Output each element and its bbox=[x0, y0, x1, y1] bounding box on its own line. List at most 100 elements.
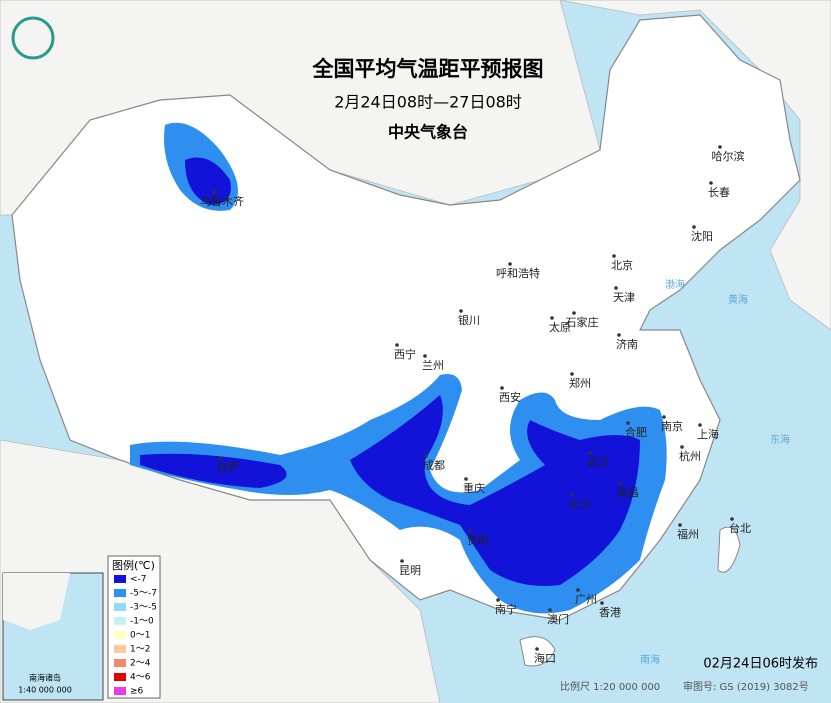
issued-time: 02月24日06时发布 bbox=[703, 656, 818, 672]
city-label: 呼和浩特 bbox=[496, 266, 540, 280]
city-label: 石家庄 bbox=[566, 315, 599, 329]
city-label: 沈阳 bbox=[691, 229, 713, 243]
city-dot bbox=[400, 559, 404, 563]
city-label: 合肥 bbox=[625, 425, 647, 439]
legend-swatch bbox=[114, 631, 126, 639]
city-dot bbox=[395, 343, 399, 347]
city-dot bbox=[468, 529, 472, 533]
inset-scale: 1:40 000 000 bbox=[18, 686, 72, 695]
city-label: 兰州 bbox=[422, 359, 444, 372]
city-dot bbox=[600, 601, 604, 605]
city-label: 西宁 bbox=[394, 347, 416, 361]
city-dot bbox=[570, 493, 574, 497]
inset-land bbox=[3, 573, 70, 630]
anomaly-area bbox=[140, 395, 640, 586]
city-label: 海口 bbox=[534, 651, 556, 665]
city-label: 成都 bbox=[423, 459, 445, 472]
city-dot bbox=[570, 372, 574, 376]
inset: 南海诸岛 1:40 000 000 bbox=[2, 572, 104, 701]
legend-swatch bbox=[114, 673, 126, 681]
city-dot bbox=[692, 225, 696, 229]
legend-swatch bbox=[114, 617, 126, 625]
title: 全国平均气温距平预报图 bbox=[312, 57, 544, 81]
logo bbox=[11, 16, 55, 60]
legend-swatch bbox=[114, 575, 126, 583]
legend-label: ≥6 bbox=[130, 687, 144, 697]
city-dot bbox=[588, 451, 592, 455]
city-dot bbox=[218, 456, 222, 460]
city-dot bbox=[680, 445, 684, 449]
legend-label: 0～1 bbox=[130, 631, 150, 641]
city-dot bbox=[617, 333, 621, 337]
city-dot bbox=[548, 608, 552, 612]
city-label: 南宁 bbox=[495, 602, 517, 616]
legend-title: 图例(℃) bbox=[112, 558, 155, 572]
city-label: 杭州 bbox=[679, 449, 701, 463]
city-dot bbox=[576, 588, 580, 592]
city-label: 太原 bbox=[549, 321, 571, 334]
city-label: 西安 bbox=[499, 390, 521, 404]
city-label: 台北 bbox=[729, 521, 751, 535]
legend-label: 1～2 bbox=[130, 645, 150, 655]
city-label: 福州 bbox=[677, 527, 699, 541]
city-label: 昆明 bbox=[399, 564, 421, 577]
city-dot bbox=[500, 386, 504, 390]
city-label: 上海 bbox=[697, 427, 719, 441]
city-label: 澳门 bbox=[547, 612, 569, 626]
issuer: 中央气象台 bbox=[388, 123, 468, 142]
city-dot bbox=[550, 316, 554, 320]
subtitle: 2月24日08时—27日08时 bbox=[334, 93, 522, 112]
city-label: 长春 bbox=[708, 186, 730, 199]
city-dot bbox=[718, 145, 722, 149]
city-dot bbox=[535, 647, 539, 651]
city-label: 郑州 bbox=[569, 376, 591, 390]
city-dot bbox=[459, 309, 463, 313]
city-dot bbox=[423, 354, 427, 358]
sea-label: 南海 bbox=[640, 653, 660, 666]
scale-note: 比例尺 1:20 000 000 bbox=[560, 680, 660, 693]
city-label: 北京 bbox=[611, 258, 633, 272]
city-label: 贵阳 bbox=[467, 534, 489, 547]
anomaly-area bbox=[185, 157, 231, 205]
legend-label: 4～6 bbox=[130, 673, 151, 683]
city-label: 济南 bbox=[616, 337, 638, 351]
city-label: 南昌 bbox=[617, 486, 639, 499]
sea-label: 东海 bbox=[770, 433, 790, 446]
city-label: 银川 bbox=[458, 313, 480, 327]
legend-swatch bbox=[114, 589, 126, 597]
city-label: 拉萨 bbox=[217, 460, 239, 474]
city-dot bbox=[612, 254, 616, 258]
inset-label: 南海诸岛 bbox=[29, 673, 61, 683]
city-label: 广州 bbox=[575, 593, 597, 606]
legend-swatch bbox=[114, 603, 126, 611]
city-dot bbox=[662, 415, 666, 419]
city-label: 天津 bbox=[613, 291, 635, 304]
city-dot bbox=[709, 181, 713, 185]
city-dot bbox=[730, 517, 734, 521]
approval-note: 审图号: GS (2019) 3082号 bbox=[683, 680, 809, 693]
city-label: 武汉 bbox=[587, 456, 609, 469]
city-label: 南京 bbox=[661, 419, 683, 433]
city-dot bbox=[698, 423, 702, 427]
city-label: 乌鲁木齐 bbox=[200, 194, 244, 208]
city-dot bbox=[626, 421, 630, 425]
legend-swatch bbox=[114, 659, 126, 667]
islands bbox=[519, 526, 741, 667]
city-dot bbox=[618, 481, 622, 485]
legend: 图例(℃) <-7 -5～-7 -3～-5 -1～0 0～1 1～2 2～4 4～6 ≥6 bbox=[107, 555, 161, 699]
city-label: 香港 bbox=[599, 606, 621, 619]
sea-label: 渤海 bbox=[665, 278, 685, 291]
city-label: 重庆 bbox=[463, 481, 485, 495]
city-dot bbox=[424, 454, 428, 458]
legend-label: -1～0 bbox=[130, 617, 154, 627]
legend-label: 2～4 bbox=[130, 659, 151, 669]
legend-swatch bbox=[114, 687, 126, 695]
city-dot bbox=[678, 523, 682, 527]
city-dot bbox=[496, 598, 500, 602]
city-dot bbox=[464, 477, 468, 481]
legend-swatch bbox=[114, 645, 126, 653]
city-label: 哈尔滨 bbox=[712, 149, 745, 163]
city-dot bbox=[572, 311, 576, 315]
legend-label: <-7 bbox=[130, 575, 147, 585]
